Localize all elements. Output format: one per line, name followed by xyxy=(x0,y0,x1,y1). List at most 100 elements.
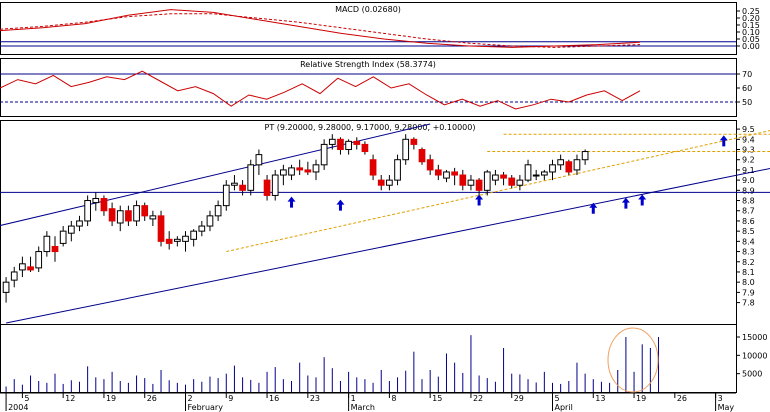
candle-body xyxy=(328,138,336,145)
rsi-reference-levels xyxy=(0,73,736,103)
x-tick-label: 15 xyxy=(432,394,442,403)
candle-body xyxy=(581,151,589,161)
candle-body xyxy=(386,179,393,186)
candle-body xyxy=(165,238,173,244)
candle-body xyxy=(67,225,75,234)
x-tick-label: 3 xyxy=(718,394,723,403)
x-tick-label: 5 xyxy=(24,394,29,403)
candle-body xyxy=(116,210,124,224)
price-candles xyxy=(2,134,589,303)
candle-body xyxy=(51,245,59,253)
macd-panel-frame xyxy=(0,2,737,55)
x-tick-label: 29 xyxy=(514,394,524,403)
candle-body xyxy=(483,171,491,191)
up-arrow-marker xyxy=(621,197,630,209)
candle-body xyxy=(190,230,198,240)
candle-body xyxy=(565,161,573,173)
price-arrows xyxy=(287,135,728,214)
candle-body xyxy=(92,197,100,204)
candle-body xyxy=(451,171,458,176)
macd-tick-label: 0.25 xyxy=(742,7,760,16)
candle-body xyxy=(418,149,426,163)
volume-bars xyxy=(5,335,660,392)
up-arrow-marker xyxy=(589,202,598,214)
volume-panel: 15000 10000 5000 xyxy=(0,324,767,393)
macd-panel: MACD (0.02680) 0.250.200.150.100.050.00 xyxy=(0,2,760,55)
price-tick-label: 8.0 xyxy=(742,278,755,287)
x-tick-label: 22 xyxy=(473,394,483,403)
x-tick-label: 26 xyxy=(677,394,687,403)
candle-body xyxy=(35,251,43,269)
x-tick-label: 19 xyxy=(636,394,646,403)
price-tick-label: 8.5 xyxy=(742,227,755,236)
x-tick-label: 2 xyxy=(188,394,193,403)
candle-body xyxy=(337,138,344,151)
price-axis-ticks: 9.59.49.39.29.19.08.98.88.78.68.58.48.38… xyxy=(736,125,755,308)
volume-tick-label: 15000 xyxy=(742,333,767,342)
candle-body xyxy=(27,266,34,271)
x-tick-label: 26 xyxy=(147,394,157,403)
rsi-panel: Relative Strength Index (58.3774) 70 60 50 xyxy=(0,58,752,117)
rsi-tick-label: 70 xyxy=(742,70,752,79)
price-tick-label: 9.2 xyxy=(742,156,755,165)
price-tick-label: 9.0 xyxy=(742,176,755,185)
candle-body xyxy=(361,143,369,153)
macd-axis-ticks: 0.250.200.150.100.050.00 xyxy=(736,7,760,51)
up-arrow-marker xyxy=(719,135,728,147)
macd-line xyxy=(0,9,641,48)
candle-body xyxy=(263,179,271,196)
volume-tick-label: 10000 xyxy=(742,351,767,360)
candle-body xyxy=(157,215,165,242)
macd-tick-label: 0.15 xyxy=(742,21,760,30)
macd-tick-label: 0.10 xyxy=(742,28,760,37)
candle-body xyxy=(467,179,475,186)
rsi-line xyxy=(0,70,641,110)
x-tick-label: 12 xyxy=(65,394,75,403)
price-tick-label: 8.3 xyxy=(742,248,755,257)
candle-body xyxy=(255,154,263,166)
candle-body xyxy=(76,220,83,227)
price-tick-label: 9.4 xyxy=(742,135,755,144)
candle-body xyxy=(271,174,279,196)
price-title: PT (9.20000, 9.28000, 9.17000, 9.28000, … xyxy=(265,123,476,132)
price-tick-label: 9.3 xyxy=(742,146,755,155)
x-month-label: March xyxy=(351,403,375,412)
candle-body xyxy=(173,238,181,242)
candle-body xyxy=(532,174,540,177)
candle-body xyxy=(475,179,483,191)
price-tick-label: 8.4 xyxy=(742,237,755,246)
candle-body xyxy=(2,281,10,293)
rsi-title: Relative Strength Index (58.3774) xyxy=(300,60,436,69)
x-tick-label: 5 xyxy=(555,394,560,403)
price-tick-label: 7.8 xyxy=(742,299,755,308)
candle-body xyxy=(394,159,401,181)
candle-body xyxy=(459,174,467,186)
up-arrow-marker xyxy=(638,194,647,206)
candle-body xyxy=(573,159,581,171)
candle-body xyxy=(524,164,532,181)
x-month-label: April xyxy=(555,403,573,412)
candle-body xyxy=(43,235,51,253)
macd-tick-label: 0.20 xyxy=(742,14,760,23)
x-tick-label: 23 xyxy=(310,394,320,403)
candle-body xyxy=(508,177,516,186)
x-month-label: February xyxy=(188,403,224,412)
up-arrow-marker xyxy=(336,199,345,211)
rsi-axis-ticks: 70 60 50 xyxy=(736,70,752,107)
candle-body xyxy=(222,184,230,207)
candle-body xyxy=(492,174,499,181)
price-tick-label: 8.6 xyxy=(742,217,755,226)
x-tick-label: 16 xyxy=(269,394,279,403)
candle-body xyxy=(100,197,108,212)
macd-title: MACD (0.02680) xyxy=(335,5,401,14)
trend-line-lower-channel xyxy=(5,168,770,324)
candle-body xyxy=(353,140,361,145)
price-tick-label: 8.8 xyxy=(742,197,755,206)
candle-body xyxy=(312,164,320,173)
price-tick-label: 8.9 xyxy=(742,186,755,195)
candle-body xyxy=(214,205,222,217)
candle-body xyxy=(182,235,189,242)
price-tick-label: 8.2 xyxy=(742,258,755,267)
candle-body xyxy=(426,159,434,171)
